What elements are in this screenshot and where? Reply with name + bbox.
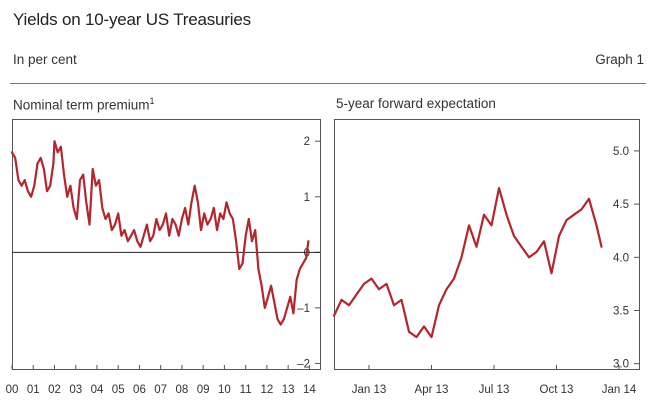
y-tick-label: 4.0 bbox=[613, 252, 629, 264]
x-tick-label: 00 bbox=[6, 384, 19, 396]
x-tick-label: 08 bbox=[176, 384, 189, 396]
x-tick-label: 03 bbox=[69, 384, 82, 396]
x-tick-label: 07 bbox=[154, 384, 167, 396]
y-tick-label: 5.0 bbox=[613, 146, 629, 158]
plot-frame bbox=[12, 119, 321, 370]
right-panel-title: 5-year forward expectation bbox=[336, 96, 496, 111]
y-tick-label: 2 bbox=[304, 136, 310, 148]
graph-number: Graph 1 bbox=[595, 52, 644, 67]
data-series-line bbox=[10, 140, 310, 326]
y-tick-label: 3.0 bbox=[613, 359, 629, 371]
y-tick-label: –1 bbox=[297, 303, 310, 315]
y-tick-label: –2 bbox=[297, 358, 310, 370]
x-tick-label: Jan 13 bbox=[352, 384, 387, 396]
x-tick-label: 01 bbox=[27, 384, 40, 396]
units-label: In per cent bbox=[13, 52, 77, 67]
left-panel-title: Nominal term premium1 bbox=[13, 96, 155, 113]
footnote-marker: 1 bbox=[149, 96, 155, 106]
x-tick-label: Oct 13 bbox=[540, 384, 574, 396]
x-tick-label: 06 bbox=[133, 384, 146, 396]
x-tick-label: 14 bbox=[303, 384, 316, 396]
x-tick-label: Apr 13 bbox=[415, 384, 449, 396]
x-tick-label: 05 bbox=[112, 384, 125, 396]
x-tick-label: 12 bbox=[260, 384, 273, 396]
chart-title: Yields on 10-year US Treasuries bbox=[13, 10, 251, 29]
y-tick-label: 1 bbox=[304, 192, 310, 204]
x-tick-label: 04 bbox=[91, 384, 104, 396]
data-series-line bbox=[332, 186, 603, 339]
header-divider bbox=[10, 83, 646, 84]
x-tick-label: 02 bbox=[48, 384, 61, 396]
y-tick-label: 3.5 bbox=[613, 305, 629, 317]
forward-expectation-chart: 5.0 4.5 4.0 3.5 3.0 Jan 13 Apr 13 Jul 13 Oct 13 J… bbox=[332, 119, 640, 396]
term-premium-chart: 210–1–200 01 02 03 04 05 06 07 08 09 10 11 12 13 14 bbox=[6, 119, 321, 396]
y-tick-label: 4.5 bbox=[613, 199, 629, 211]
x-tick-label: Jul 13 bbox=[479, 384, 510, 396]
x-tick-label: 13 bbox=[282, 384, 295, 396]
x-tick-label: 11 bbox=[240, 384, 252, 396]
left-panel-title-text: Nominal term premium bbox=[13, 97, 150, 113]
x-tick-label: Jan 14 bbox=[602, 384, 637, 396]
x-tick-label: 10 bbox=[218, 384, 231, 396]
x-tick-label: 09 bbox=[197, 384, 210, 396]
plot-frame bbox=[334, 119, 640, 370]
